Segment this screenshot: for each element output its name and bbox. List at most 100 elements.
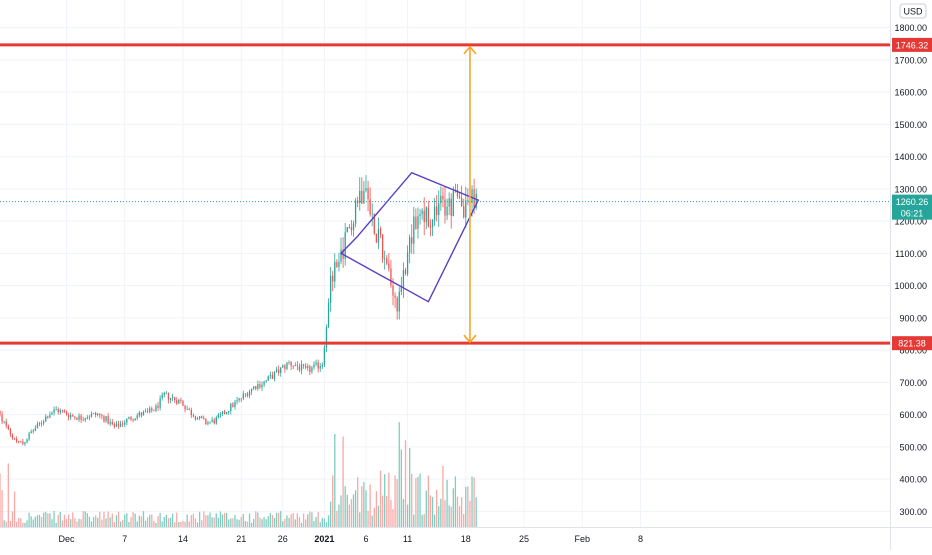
y-axis[interactable]: 300.00 400.00 500.00 600.00 700.00 800.00 900.… [894, 23, 927, 517]
volume-bar [176, 512, 178, 527]
candle [309, 364, 311, 375]
volume-bar [30, 516, 32, 527]
x-axis[interactable]: Dec 7 14 21 26 2021 6 11 18 25 Feb 8 [59, 534, 643, 544]
candle [381, 234, 384, 263]
volume-bar [36, 515, 39, 527]
volume-bar [344, 486, 346, 527]
candle [319, 362, 321, 372]
candle [384, 250, 386, 270]
volume-bar [5, 521, 7, 527]
candle [440, 186, 442, 211]
candle [273, 371, 276, 382]
y-tick-label: 1400.00 [894, 152, 927, 162]
candle [144, 408, 147, 413]
volume-bar [286, 515, 288, 527]
candle [240, 398, 242, 403]
volume-bar [51, 519, 53, 527]
volume-bar [440, 498, 442, 527]
volume-bar [178, 521, 180, 527]
volume-bar [49, 513, 51, 527]
candle [307, 363, 309, 371]
candle [126, 418, 128, 426]
measure-arrow[interactable] [463, 45, 477, 344]
diamond-pattern[interactable] [339, 171, 480, 303]
volume-bar [138, 515, 140, 527]
candle [402, 262, 405, 299]
y-tick-label: 1700.00 [894, 55, 927, 65]
candle [361, 177, 363, 205]
volume-bar [226, 513, 228, 527]
volume-bar [402, 499, 405, 527]
candle [63, 409, 66, 413]
candle [155, 403, 157, 413]
volume-bar [379, 470, 382, 527]
y-tick-label: 300.00 [899, 507, 927, 517]
volume-bar [78, 518, 80, 527]
volume-bar [269, 512, 271, 527]
candle [369, 187, 371, 217]
volume-bar [182, 520, 184, 527]
level-badge-upper-target: 1746.32 [892, 37, 932, 52]
currency-selector[interactable]: USD [899, 3, 927, 19]
candle [348, 223, 350, 229]
y-tick-label: 1500.00 [894, 120, 927, 130]
candle [438, 190, 440, 227]
horizontal-levels[interactable] [0, 43, 890, 345]
candle [24, 441, 26, 447]
candle [97, 412, 99, 417]
volume-bar [438, 506, 440, 527]
candle [398, 286, 400, 320]
candle [119, 420, 122, 428]
candle [171, 393, 174, 402]
x-tick-label: 18 [461, 534, 471, 544]
candle [151, 406, 153, 413]
candle [352, 220, 355, 237]
drawing-tools[interactable] [339, 45, 480, 344]
volume-bar [394, 475, 396, 527]
candle [138, 410, 140, 418]
volume-bar [282, 521, 284, 527]
volume-bar [346, 494, 348, 527]
volume-bar [275, 512, 278, 527]
candle [149, 406, 151, 414]
volume-bar [57, 514, 59, 527]
volume-bar [263, 517, 265, 527]
volume-bar [294, 519, 296, 527]
candle [47, 415, 49, 420]
candle [290, 360, 292, 370]
candle [161, 392, 163, 401]
candle [130, 416, 132, 422]
candle [184, 404, 186, 413]
candle [329, 267, 332, 312]
volume-bar [15, 521, 18, 527]
candle [340, 237, 342, 265]
volume-bar [340, 495, 342, 527]
candle [20, 440, 22, 443]
candle [201, 415, 203, 419]
volume-bar [288, 518, 290, 527]
volume-bar [61, 520, 64, 527]
candle [311, 365, 313, 374]
volume-bar [190, 515, 192, 527]
x-tick-label: 25 [519, 534, 529, 544]
volume-bar [375, 491, 378, 527]
volume-bar [47, 513, 49, 527]
candle [386, 255, 388, 266]
candle [82, 416, 84, 422]
volume-bar [469, 500, 471, 527]
candle [284, 364, 286, 373]
volume-bar [244, 521, 247, 527]
volume-bar [452, 488, 454, 527]
volume-bar [113, 521, 116, 527]
candle [288, 360, 290, 365]
candle [442, 187, 444, 208]
candle [325, 324, 328, 353]
volume-bar [456, 496, 459, 527]
volume-bar [221, 514, 224, 527]
candle [265, 380, 267, 383]
volume-bar [80, 519, 82, 527]
candle [463, 198, 465, 219]
candle [43, 419, 45, 426]
